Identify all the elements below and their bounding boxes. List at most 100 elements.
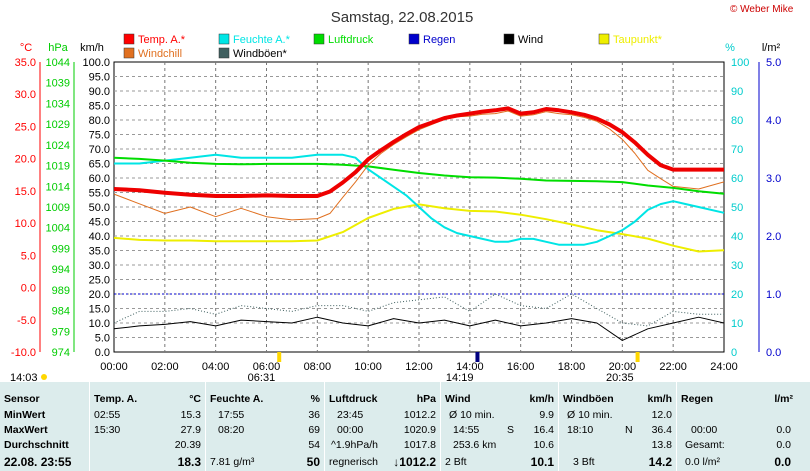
- wind-line: [113, 316, 725, 341]
- wind-max-value: 16.4: [533, 424, 554, 436]
- humidity-line: [114, 153, 725, 246]
- humidity-max-time: 08:20: [218, 424, 245, 436]
- pressure-tick-label: 999: [52, 243, 70, 255]
- temp-tick-label: -5.0: [17, 315, 36, 327]
- stats-label-avg: Durchschnitt: [4, 439, 69, 451]
- plot-area: [113, 106, 725, 341]
- humidity-unit: %: [310, 393, 320, 405]
- temp-header: Temp. A.: [94, 393, 138, 405]
- stats-label-max: MaxWert: [4, 424, 48, 436]
- humidity-tick-label: 90: [731, 86, 743, 98]
- legend-swatch: [408, 33, 420, 45]
- rain-total-label: Gesamt:: [685, 439, 725, 451]
- wind-axis-label: km/h: [80, 42, 104, 54]
- temp-current: 18.3: [177, 455, 201, 469]
- gusts-avg-label: Ø 10 min.: [567, 409, 613, 421]
- pressure-max-time: 00:00: [337, 424, 364, 436]
- x-tick-label: 06:00: [253, 361, 281, 373]
- humidity-tick-label: 30: [731, 260, 743, 272]
- rain-tick-label: 3.0: [766, 173, 781, 185]
- legend-label: Feuchte A.*: [233, 34, 291, 46]
- rain-tick-label: 1.0: [766, 289, 781, 301]
- gusts-beaufort: 3 Bft: [573, 456, 595, 468]
- pressure-tick-label: 1014: [46, 181, 70, 193]
- pressure-tick-label: 974: [52, 347, 70, 359]
- legend-swatch: [123, 33, 135, 45]
- axes: 00:00 02:00 04:00 06:00 08:00 10:00 12:00 14:00…: [11, 42, 781, 373]
- x-tick-label: 10:00: [354, 361, 382, 373]
- stats-col-rain: Regen l/m² 00:00 0.0 Gesamt: 0.0 0.0 l/m² 0.…: [676, 382, 810, 471]
- wind-tick-label: 0.0: [95, 347, 110, 359]
- pressure-min-time: 23:45: [337, 409, 364, 421]
- wind-beaufort: 2 Bft: [445, 456, 467, 468]
- temp-tick-label: 0.0: [21, 283, 36, 295]
- temp-avg-value: 20.39: [174, 439, 201, 451]
- stats-col-temp: Temp. A. °C 02:55 15.3 15:30 27.9 20.39 18.…: [89, 382, 205, 471]
- rain-tick-label: 5.0: [766, 57, 781, 69]
- gusts-max-value: 36.4: [651, 424, 672, 436]
- rain-current: 0.0: [774, 455, 791, 469]
- pressure-line: [113, 156, 725, 195]
- humidity-current: 50: [306, 455, 320, 469]
- sun-marker-label: 20:35: [606, 372, 634, 382]
- wind-tick-label: 35.0: [89, 246, 110, 258]
- stats-col-wind: Wind km/h Ø 10 min. 9.9 14:55 S 16.4 253.6 k…: [440, 382, 558, 471]
- rain-header: Regen: [681, 393, 714, 405]
- humidity-avg-value: 54: [308, 439, 320, 451]
- legend-label: Windböen*: [233, 48, 288, 60]
- pressure-current: 1012.2: [399, 455, 436, 469]
- wind-tick-label: 45.0: [89, 217, 110, 229]
- temp-tick-label: 35.0: [15, 57, 36, 69]
- legend-label: Temp. A.*: [138, 34, 186, 46]
- rain-axis-label: l/m²: [762, 42, 781, 54]
- humidity-tick-label: 0: [731, 347, 737, 359]
- legend-swatch: [218, 33, 230, 45]
- x-tick-label: 00:00: [100, 361, 128, 373]
- legend-label: Wind: [518, 34, 543, 46]
- weather-chart: Samstag, 22.08.2015 Temp. A.* Feuchte A.*…: [10, 9, 781, 382]
- temp-tick-label: 5.0: [21, 250, 36, 262]
- pressure-min-value: 1012.2: [403, 409, 436, 421]
- gusts-unit: km/h: [647, 393, 672, 405]
- pressure-tick-label: 984: [52, 306, 70, 318]
- gusts-current: 14.2: [648, 455, 672, 469]
- stats-timestamp: 22.08. 23:55: [4, 455, 72, 469]
- wind-avg10-value: 9.9: [539, 409, 554, 421]
- wind-header: Wind: [445, 393, 471, 405]
- gusts-max-direction: N: [625, 424, 633, 436]
- pressure-avg-value: 1017.8: [403, 439, 436, 451]
- pressure-header: Luftdruck: [329, 393, 378, 405]
- x-tick-label: 22:00: [659, 361, 687, 373]
- humidity-tick-label: 100: [731, 57, 749, 69]
- wind-current: 10.1: [530, 455, 554, 469]
- pressure-tick-label: 1009: [46, 202, 70, 214]
- wind-run: 253.6 km: [453, 439, 497, 451]
- x-tick-label: 02:00: [151, 361, 179, 373]
- pressure-tick-label: 1044: [46, 57, 70, 69]
- pressure-forecast: regnerisch: [329, 456, 379, 468]
- legend-swatch: [598, 33, 610, 45]
- rain-tick-label: 2.0: [766, 231, 781, 243]
- pressure-tick-label: 979: [52, 326, 70, 338]
- temp-tick-label: 25.0: [15, 121, 36, 133]
- x-tick-label: 18:00: [558, 361, 586, 373]
- humidity-tick-label: 70: [731, 144, 743, 156]
- temp-axis-label: °C: [20, 42, 32, 54]
- pressure-tick-label: 1024: [46, 140, 70, 152]
- humidity-max-value: 69: [308, 424, 320, 436]
- humidity-axis-label: %: [725, 42, 735, 54]
- temp-tick-label: 15.0: [15, 186, 36, 198]
- x-tick-label: 08:00: [304, 361, 332, 373]
- dewpoint-line: [113, 203, 725, 253]
- wind-tick-label: 75.0: [89, 130, 110, 142]
- wind-tick-label: 55.0: [89, 188, 110, 200]
- sun-marker-label: 06:31: [248, 372, 276, 382]
- pressure-tick-label: 989: [52, 285, 70, 297]
- pressure-tick-label: 1019: [46, 161, 70, 173]
- x-tick-label: 04:00: [202, 361, 230, 373]
- wind-tick-label: 40.0: [89, 231, 110, 243]
- rain-max-time: 00:00: [691, 424, 718, 436]
- humidity-tick-label: 80: [731, 115, 743, 127]
- stats-header-sensor: Sensor: [4, 393, 40, 405]
- wind-tick-label: 95.0: [89, 72, 110, 84]
